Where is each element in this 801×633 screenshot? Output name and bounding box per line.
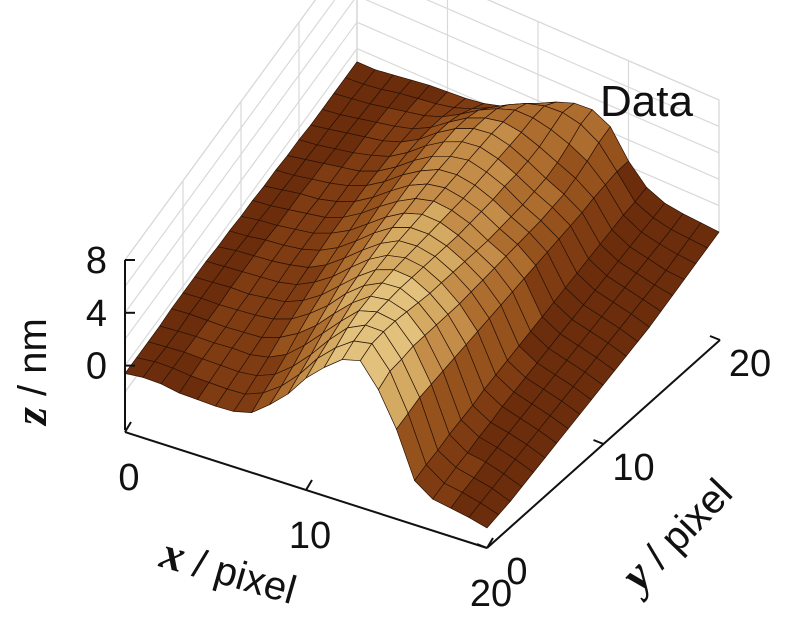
surface-mesh xyxy=(124,61,720,529)
y-tick-mark xyxy=(593,439,604,445)
z-tick-label: 0 xyxy=(86,346,107,388)
grid-line xyxy=(124,0,336,287)
x-tick-mark xyxy=(124,421,132,433)
y-tick-label: 10 xyxy=(612,447,654,489)
grid-line xyxy=(124,48,358,366)
z-axis-variable: z xyxy=(5,407,56,427)
axes xyxy=(124,259,721,549)
x-axis-label: x / pixel xyxy=(154,526,302,614)
z-axis-label: z / nm xyxy=(5,318,56,427)
grid-line xyxy=(124,21,358,340)
chart-title: Data xyxy=(600,77,693,126)
z-axis-unit: / nm xyxy=(11,318,55,407)
x-tick-label: 10 xyxy=(289,515,331,557)
x-tick-mark xyxy=(486,537,494,549)
gridlines xyxy=(124,0,720,393)
y-tick-label: 20 xyxy=(729,343,771,385)
x-tick-label: 20 xyxy=(470,573,512,615)
y-tick-mark xyxy=(476,543,488,549)
z-tick-label: 4 xyxy=(86,293,107,335)
x-tick-label: 0 xyxy=(118,457,139,499)
y-tick-label: 0 xyxy=(506,551,527,593)
grid-line xyxy=(124,0,317,261)
y-tick-mark xyxy=(709,335,721,341)
x-tick-mark xyxy=(305,479,313,491)
grid-line xyxy=(124,0,355,314)
surface-cell xyxy=(468,502,499,529)
z-tick-label: 8 xyxy=(86,240,107,282)
x-axis-unit: / pixel xyxy=(178,539,301,613)
